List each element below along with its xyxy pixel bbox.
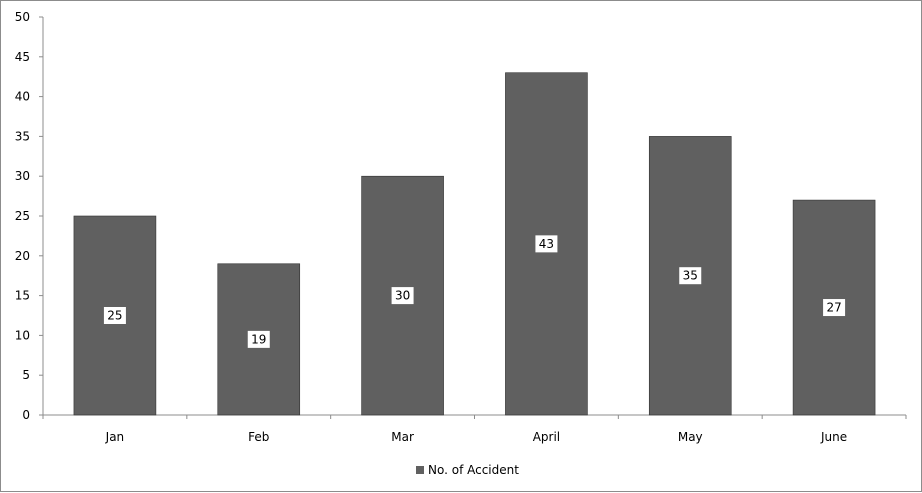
data-labels: 25 19 30 43 35 27 [103, 235, 846, 348]
data-label: 27 [826, 301, 841, 315]
y-tick-label: 45 [15, 50, 30, 64]
x-tick-label: April [533, 430, 560, 444]
y-tick-label: 0 [22, 408, 30, 422]
x-tick-label: June [820, 430, 847, 444]
y-tick-label: 25 [15, 209, 30, 223]
x-tick-label: Mar [391, 430, 414, 444]
data-label-box [535, 235, 558, 253]
data-label: 25 [107, 309, 122, 323]
data-label-box [679, 267, 702, 285]
y-tick-label: 15 [15, 289, 30, 303]
data-label-box [103, 307, 126, 324]
data-label: 30 [395, 289, 410, 303]
data-label: 35 [683, 269, 698, 283]
y-tick-label: 10 [15, 328, 30, 342]
data-label: 19 [251, 332, 266, 346]
y-tick-label: 20 [15, 249, 30, 263]
data-label-box [391, 287, 414, 305]
legend-swatch [416, 466, 424, 474]
data-label-box [823, 299, 846, 317]
x-tick-label: Jan [105, 430, 125, 444]
x-tick-label: Feb [248, 430, 269, 444]
y-axis: 0 5 10 15 20 25 30 35 40 45 50 [15, 10, 44, 422]
data-label: 43 [539, 237, 554, 251]
y-tick-label: 30 [15, 169, 30, 183]
data-label-box [247, 330, 270, 348]
y-tick-label: 50 [15, 10, 30, 24]
y-tick-label: 35 [15, 129, 30, 143]
legend-label: No. of Accident [428, 463, 519, 477]
y-tick-label: 5 [22, 368, 30, 382]
legend: No. of Accident [416, 463, 519, 477]
x-axis: Jan Feb Mar April May June [42, 414, 907, 444]
bars [73, 72, 876, 416]
x-tick-label: May [678, 430, 703, 444]
y-tick-label: 40 [15, 90, 30, 104]
